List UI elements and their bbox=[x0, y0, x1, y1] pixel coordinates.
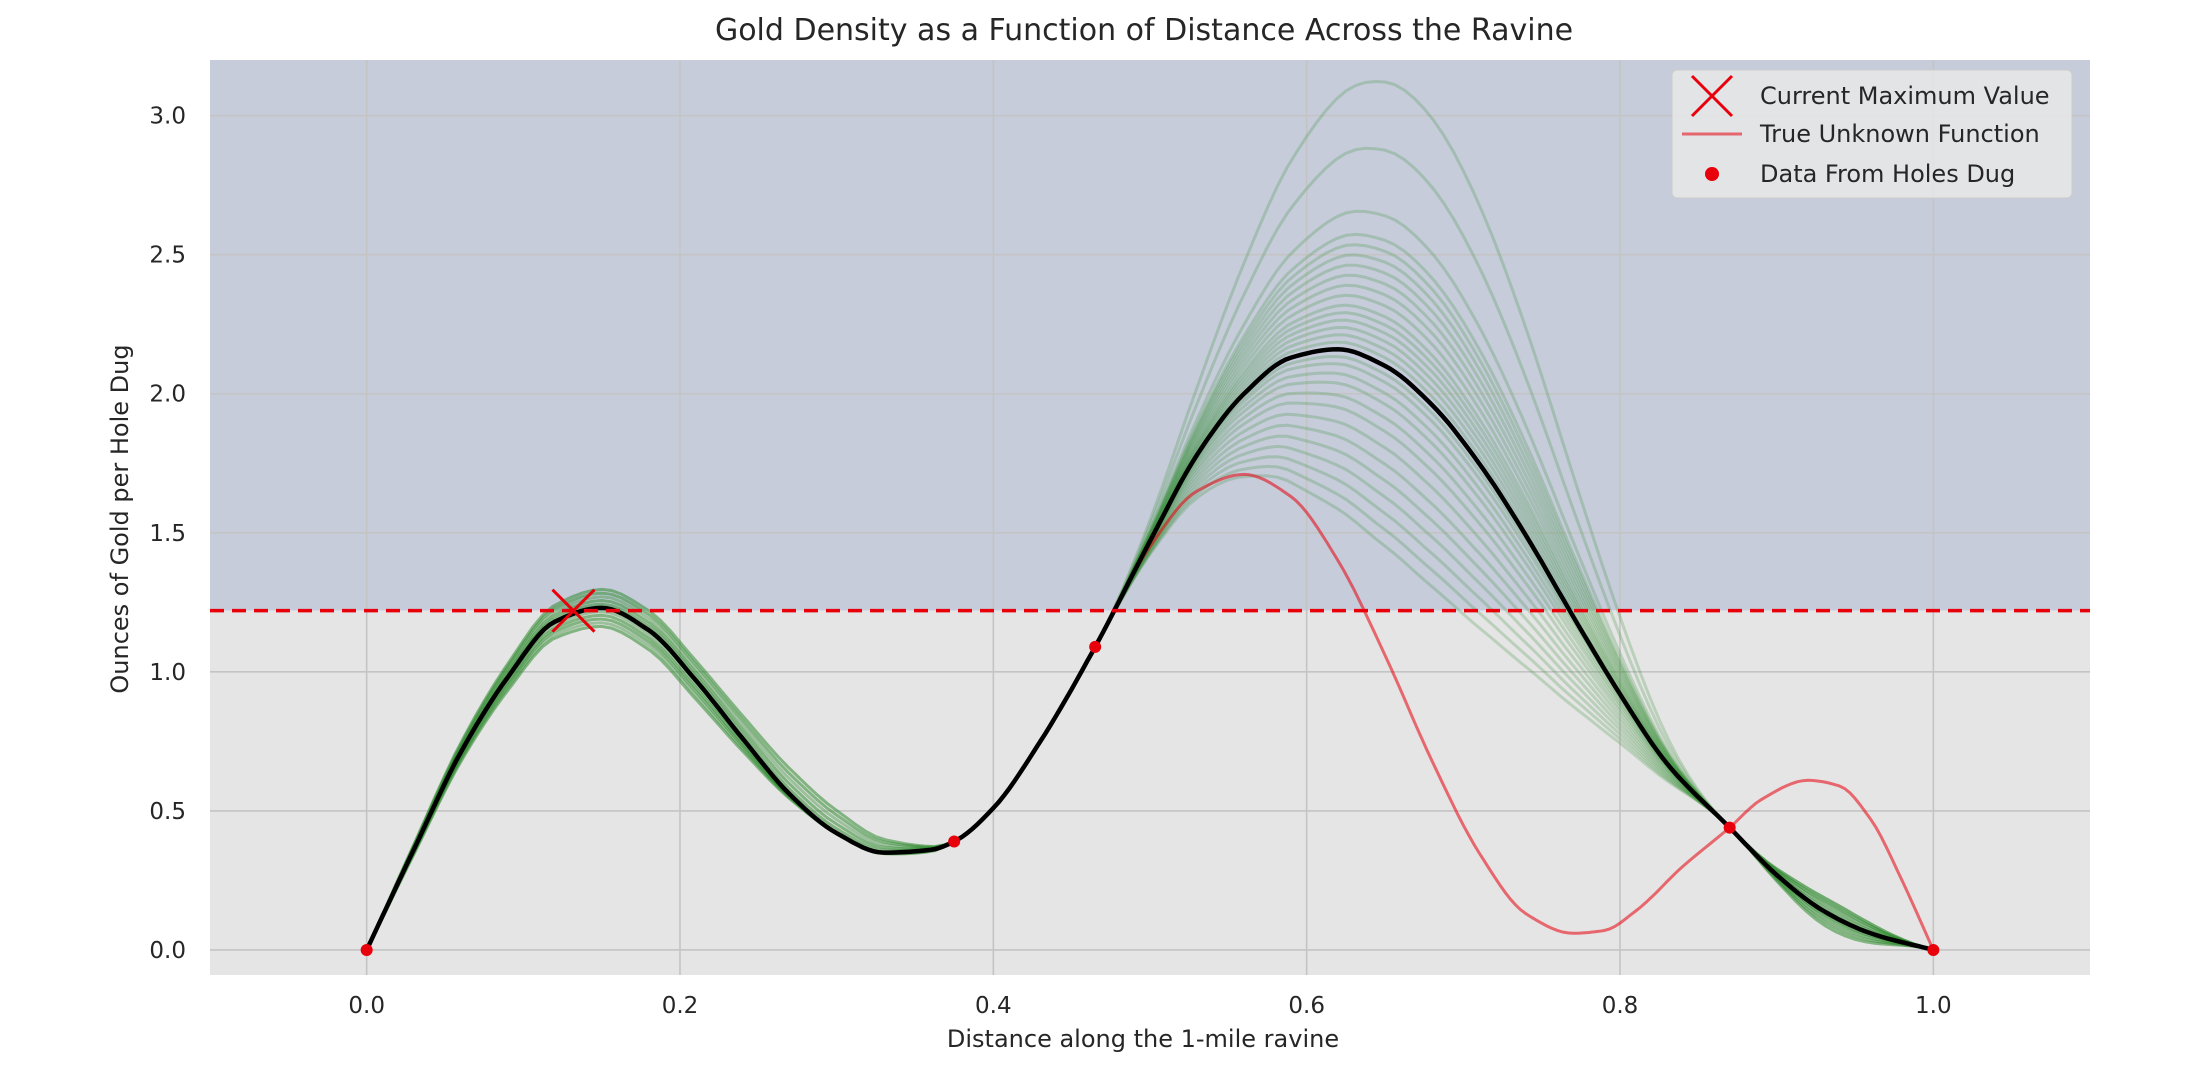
sample-curve bbox=[365, 146, 1934, 952]
data-point bbox=[1723, 821, 1736, 834]
y-tick-label: 3.0 bbox=[149, 104, 186, 130]
sample-curve bbox=[365, 232, 1934, 952]
sample-curve bbox=[365, 455, 1934, 952]
background-below-threshold bbox=[210, 610, 2090, 975]
mean-prediction-line bbox=[364, 346, 1934, 953]
legend-box bbox=[1671, 69, 2073, 199]
sample-curve bbox=[365, 464, 1934, 952]
x-tick-label: 1.0 bbox=[1915, 993, 1952, 1019]
chart-title: Gold Density as a Function of Distance A… bbox=[715, 13, 1573, 48]
x-tick-label: 0.4 bbox=[975, 993, 1012, 1019]
x-tick-label: 0.0 bbox=[348, 993, 385, 1019]
sample-curve bbox=[365, 283, 1934, 952]
y-tick-label: 0.0 bbox=[149, 938, 186, 964]
legend-marker-data-points bbox=[1705, 167, 1719, 181]
data-point bbox=[948, 835, 961, 848]
y-tick-label: 1.0 bbox=[149, 660, 186, 686]
y-axis-title: Ounces of Gold per Hole Dug bbox=[106, 344, 134, 693]
x-tick-label: 0.6 bbox=[1288, 993, 1325, 1019]
x-tick-label: 0.2 bbox=[662, 993, 699, 1019]
x-tick-label: 0.8 bbox=[1602, 993, 1639, 1019]
legend: Current Maximum Value True Unknown Functi… bbox=[1671, 69, 2073, 199]
sample-curve bbox=[365, 474, 1934, 952]
legend-marker-current-maximum bbox=[1690, 74, 1734, 118]
y-tick-label: 2.0 bbox=[149, 382, 186, 408]
sample-curve bbox=[365, 263, 1934, 952]
sample-curve bbox=[365, 434, 1934, 952]
sample-curve bbox=[365, 273, 1934, 952]
y-tick-label: 0.5 bbox=[149, 799, 186, 825]
legend-label-current-maximum: Current Maximum Value bbox=[1760, 82, 2050, 110]
plot-area: 0.0 0.2 0.4 0.6 0.8 1.0 0.0 0.5 1.0 1.5 2.0 2.5 3.0 bbox=[149, 60, 2090, 1019]
legend-label-true-function: True Unknown Function bbox=[1759, 120, 2040, 148]
legend-label-data-points: Data From Holes Dug bbox=[1760, 160, 2015, 188]
x-axis-title: Distance along the 1-mile ravine bbox=[947, 1025, 1339, 1053]
data-point bbox=[1927, 943, 1940, 956]
sample-curve bbox=[365, 243, 1934, 952]
current-maximum-marker bbox=[551, 588, 596, 633]
data-point bbox=[360, 943, 373, 956]
y-tick-label: 1.5 bbox=[149, 521, 186, 547]
sample-curve bbox=[365, 253, 1934, 952]
data-point bbox=[1089, 640, 1102, 653]
sample-curve bbox=[365, 444, 1934, 952]
y-tick-label: 2.5 bbox=[149, 243, 186, 269]
sample-curve bbox=[365, 209, 1934, 952]
